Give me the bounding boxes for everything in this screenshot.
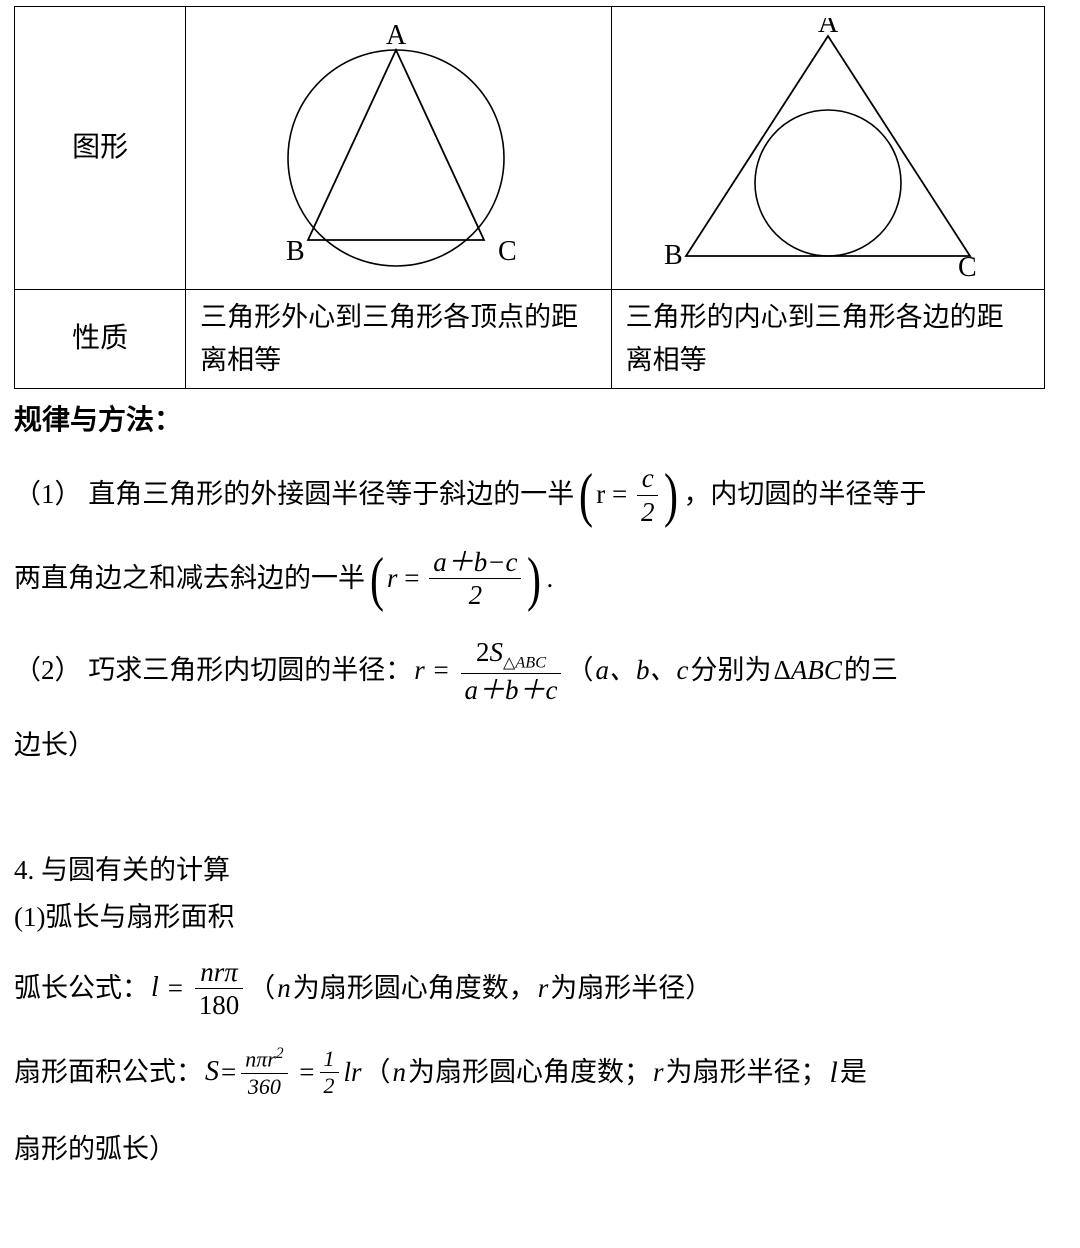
inscribed-property: 三角形的内心到三角形各边的距离相等 — [611, 290, 1044, 389]
circumscribed-diagram-cell: A B C — [186, 7, 611, 290]
rule-1: （1） 直角三角形的外接圆半径等于斜边的一半 ( r = c 2 ) ，内切圆的… — [14, 462, 1066, 612]
vertex-A-label: A — [386, 20, 407, 51]
rule2-vars: a、b、c — [595, 649, 688, 692]
rule1-tail: . — [546, 557, 553, 600]
table-row: 图形 A B C A B C — [15, 7, 1045, 290]
rule1-line2-pre: 两直角边之和减去斜边的一半 — [14, 557, 365, 600]
geometry-table: 图形 A B C A B C 性 — [14, 6, 1045, 389]
arc-label: 弧长公式： — [14, 967, 149, 1010]
area-label: 扇形面积公式： — [14, 1051, 203, 1094]
area-desc-open: （ — [364, 1051, 391, 1094]
rule1-pre: （1） 直角三角形的外接圆半径等于斜边的一半 — [14, 473, 574, 516]
arc-n-desc: 为扇形圆心角度数， — [293, 967, 536, 1010]
circumscribed-property: 三角形外心到三角形各顶点的距离相等 — [186, 290, 611, 389]
row-label-property: 性质 — [15, 290, 186, 389]
rule1-formula2: ( r = a＋b−c 2 ) — [367, 546, 544, 612]
rule2-after: 的三 — [844, 649, 898, 692]
circumscribed-svg: A B C — [248, 18, 548, 278]
row-label-shape: 图形 — [15, 7, 186, 290]
area-r-desc: 为扇形半径； — [666, 1051, 828, 1094]
area-l: l — [830, 1049, 838, 1097]
section4-sub1: (1)弧长与扇形面积 — [14, 896, 1066, 939]
cutoff-line: 扇形的弧长） — [14, 1128, 1066, 1171]
rule2-triangle: ΔABC — [773, 649, 841, 692]
rules-heading: 规律与方法： — [14, 399, 1066, 444]
rule2-fraction: 2S△ABC a＋b＋c — [461, 636, 562, 706]
page-root: 图形 A B C A B C 性 — [0, 6, 1080, 1172]
sector-area-formula: 扇形面积公式： S= nπr2 360 = 1 2 lr （ n 为扇形圆心角度… — [14, 1045, 1066, 1100]
rule2-mid-open: （ — [566, 649, 593, 692]
inscribed-diagram-cell: A B C — [611, 7, 1044, 290]
inscribed-svg: A B C — [658, 18, 998, 278]
vertex-A-label: A — [818, 18, 839, 39]
arc-length-formula: 弧长公式： l = nrπ 180 （ n 为扇形圆心角度数， r 为扇形半径） — [14, 956, 1066, 1022]
area-n-desc: 为扇形圆心角度数； — [408, 1051, 651, 1094]
arc-desc-open: （ — [248, 967, 275, 1010]
section4-title: 4. 与圆有关的计算 — [14, 849, 1066, 892]
vertex-B-label: B — [664, 240, 683, 271]
arc-r-desc: 为扇形半径） — [550, 967, 712, 1010]
table-row: 性质 三角形外心到三角形各顶点的距离相等 三角形的内心到三角形各边的距离相等 — [15, 290, 1045, 389]
area-r: r — [653, 1051, 664, 1094]
vertex-C-label: C — [958, 252, 977, 278]
vertex-B-label: B — [286, 236, 305, 267]
rule1-formula1: ( r = c 2 ) — [576, 462, 681, 528]
rule-2: （2） 巧求三角形内切圆的半径： r = 2S△ABC a＋b＋c （ a、b、… — [14, 636, 1066, 767]
vertex-C-label: C — [498, 236, 517, 267]
area-n: n — [393, 1051, 407, 1094]
rule2-line2: 边长） — [14, 724, 1066, 767]
area-l-desc: 是 — [840, 1051, 867, 1094]
area-lr: lr — [344, 1051, 362, 1094]
rule2-pre: （2） 巧求三角形内切圆的半径： — [14, 649, 412, 692]
rule1-mid: ，内切圆的半径等于 — [683, 473, 926, 516]
arc-r: r — [538, 967, 549, 1010]
rule2-mid: 分别为 — [690, 649, 771, 692]
arc-n: n — [277, 967, 291, 1010]
